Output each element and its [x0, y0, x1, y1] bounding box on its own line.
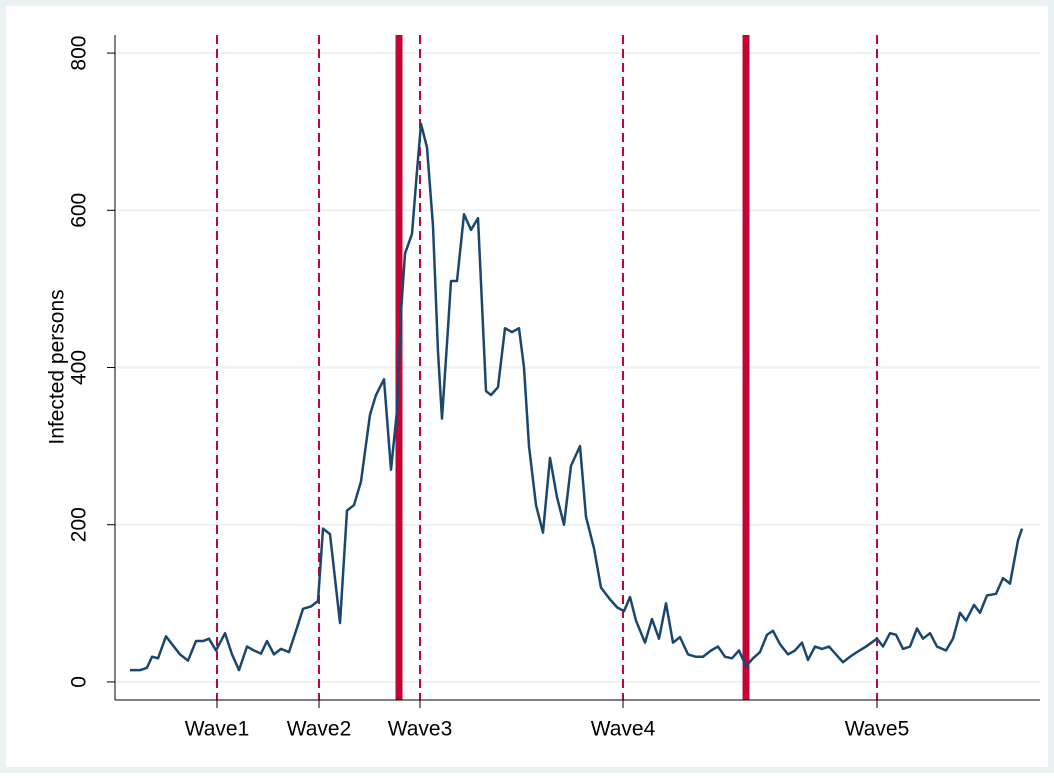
x-tick-label: Wave4 — [591, 718, 656, 741]
x-tick-label: Wave3 — [388, 718, 453, 741]
y-axis-label: Infected persons — [46, 289, 69, 444]
data-line — [130, 122, 1024, 672]
y-tick-label: 200 — [68, 507, 91, 542]
y-tick-label: 800 — [68, 36, 91, 71]
plot-background — [6, 6, 1048, 767]
x-tick-label: Wave1 — [185, 718, 250, 741]
y-tick-label: 400 — [68, 350, 91, 385]
x-tick-label: Wave2 — [287, 718, 352, 741]
x-tick-label: Wave5 — [845, 718, 910, 741]
y-tick-label: 0 — [68, 676, 91, 688]
y-tick-label: 600 — [68, 193, 91, 228]
